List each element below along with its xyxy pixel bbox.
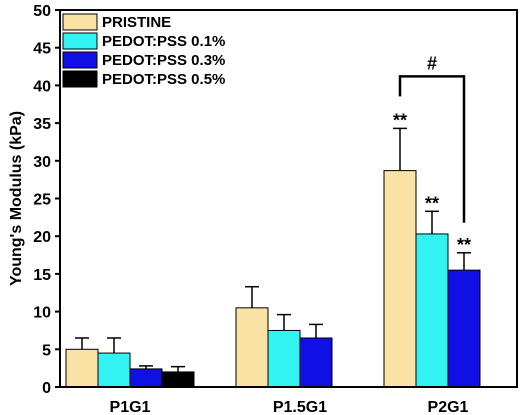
bar: [299, 337, 333, 388]
y-tick-label: 0: [42, 380, 51, 397]
bar: [267, 329, 301, 388]
bar: [235, 307, 269, 388]
legend-label: PEDOT:PSS 0.3%: [102, 52, 225, 69]
x-tick-label: P2G1: [428, 399, 469, 415]
bar: [65, 348, 99, 388]
y-tick-label: 35: [33, 116, 51, 133]
plot-frame: [59, 9, 518, 388]
legend-swatch: [62, 13, 98, 31]
y-tick-label: 50: [33, 3, 51, 20]
legend-swatch: [62, 70, 98, 88]
y-tick-label: 45: [33, 41, 51, 58]
bar: [129, 368, 163, 388]
bars: [65, 170, 481, 388]
legend: PRISTINE PEDOT:PSS 0.1% PEDOT:PSS 0.3% PEDO…: [62, 13, 225, 88]
x-tick-label: P1.5G1: [273, 399, 327, 415]
annotations: ** ** ** #: [393, 53, 471, 254]
legend-label: PEDOT:PSS 0.5%: [102, 71, 225, 88]
bar: [447, 269, 481, 388]
y-tick-label: 25: [33, 192, 51, 209]
x-axis-ticks: P1G1 P1.5G1 P2G1: [110, 399, 469, 415]
error-bars: [75, 127, 471, 372]
bar: [97, 352, 131, 388]
bar: [383, 170, 417, 388]
legend-swatch: [62, 32, 98, 50]
legend-label: PEDOT:PSS 0.1%: [102, 33, 225, 50]
y-tick-label: 40: [33, 78, 51, 95]
y-tick-label: 15: [33, 267, 51, 284]
y-tick-label: 30: [33, 154, 51, 171]
y-tick-label: 10: [33, 305, 51, 322]
bar: [161, 371, 195, 388]
significance-stars: **: [425, 193, 439, 213]
y-axis-ticks: 0 5 10 15 20 25 30 35 40 45 50: [33, 3, 60, 397]
significance-label: #: [427, 53, 437, 73]
y-axis-label: Young's Modulus (kPa): [8, 111, 25, 286]
significance-stars: **: [393, 110, 407, 130]
y-tick-label: 20: [33, 229, 51, 246]
y-tick-label: 5: [42, 342, 51, 359]
x-tick-label: P1G1: [110, 399, 151, 415]
legend-swatch: [62, 51, 98, 69]
significance-stars: **: [457, 235, 471, 255]
legend-label: PRISTINE: [102, 14, 171, 31]
bar: [415, 233, 449, 388]
significance-bracket: [398, 75, 466, 223]
